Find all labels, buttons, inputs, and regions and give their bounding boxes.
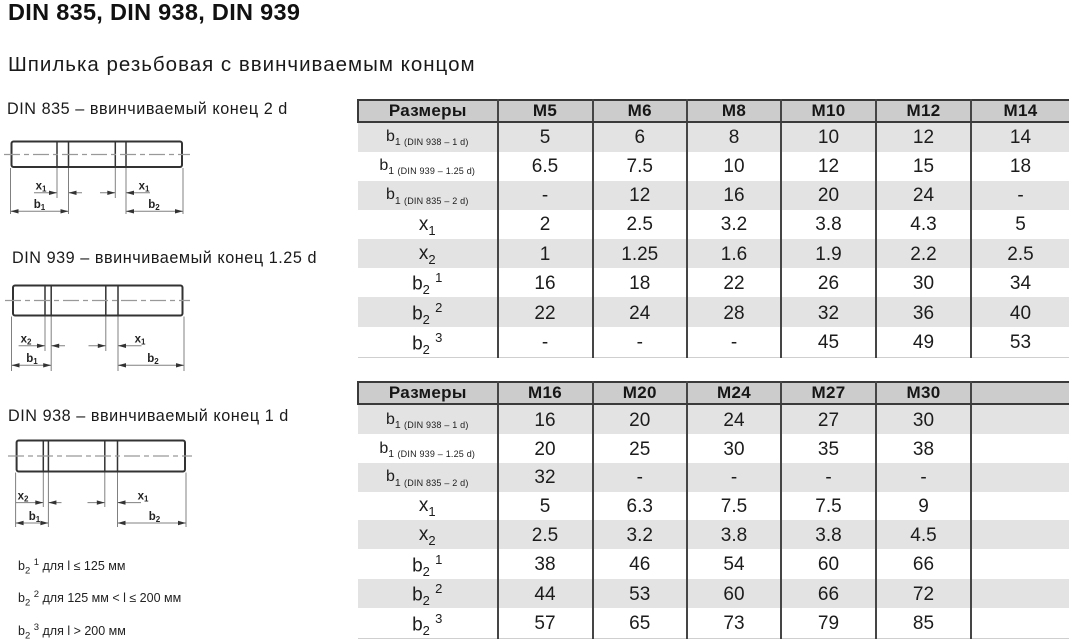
svg-text:x2: x2 bbox=[21, 334, 32, 347]
svg-text:x1: x1 bbox=[138, 491, 149, 504]
svg-text:b2: b2 bbox=[149, 511, 161, 524]
svg-text:b1: b1 bbox=[26, 353, 38, 366]
svg-text:x1: x1 bbox=[135, 334, 146, 347]
svg-text:b2: b2 bbox=[147, 353, 159, 366]
svg-text:b1: b1 bbox=[29, 511, 41, 524]
svg-text:x1: x1 bbox=[36, 181, 47, 194]
svg-text:b2: b2 bbox=[148, 199, 160, 212]
svg-text:b1: b1 bbox=[34, 199, 46, 212]
svg-text:x1: x1 bbox=[139, 181, 150, 194]
svg-text:x2: x2 bbox=[18, 491, 29, 504]
